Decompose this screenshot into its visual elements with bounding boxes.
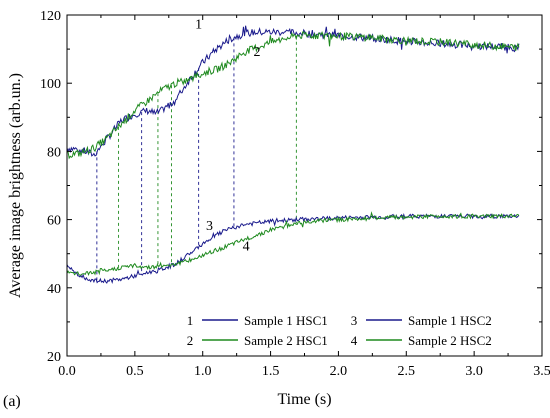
y-axis-title: Average image brightness (arb.un.) — [7, 73, 24, 298]
y-tick-label: 80 — [47, 145, 61, 160]
legend: 1 Sample 1 HSC1 3 Sample 1 HSC2 2 Sample 2 HS… — [187, 313, 492, 348]
series-line-4 — [66, 211, 520, 277]
legend-label-2: Sample 2 HSC1 — [244, 333, 328, 348]
panel-label: (a) — [3, 393, 21, 410]
curve-label-2: 2 — [254, 45, 261, 60]
x-tick-label: 1.0 — [194, 364, 212, 379]
x-tick-label: 0.5 — [126, 364, 144, 379]
plot-frame — [66, 14, 543, 357]
y-tick-label: 40 — [47, 282, 61, 297]
y-tick-label: 60 — [47, 214, 61, 229]
legend-label-1: Sample 1 HSC1 — [244, 313, 328, 328]
y-tick-label: 120 — [40, 9, 61, 24]
legend-number-1: 1 — [187, 313, 194, 328]
x-axis-title: Time (s) — [277, 391, 331, 408]
legend-number-4: 4 — [351, 333, 358, 348]
dashed-marker-group — [96, 35, 297, 281]
series-line-2 — [66, 31, 520, 160]
curve-label-4: 4 — [243, 239, 250, 254]
tick-group: 0.0 0.5 1.0 1.5 2.0 2.5 3.0 3.5 20 40 60 80 100 120 — [40, 9, 550, 379]
curve-label-1: 1 — [195, 18, 202, 33]
x-tick-label: 2.5 — [398, 364, 416, 379]
series-line-1 — [66, 25, 520, 157]
legend-number-2: 2 — [187, 333, 194, 348]
x-tick-label: 3.0 — [465, 364, 483, 379]
y-tick-label: 100 — [40, 77, 61, 92]
series-line-3 — [66, 213, 520, 285]
x-tick-label: 2.0 — [330, 364, 348, 379]
curve-label-3: 3 — [206, 219, 213, 234]
series-group — [66, 25, 520, 285]
x-tick-label: 0.0 — [58, 364, 76, 379]
x-tick-label: 1.5 — [262, 364, 280, 379]
legend-label-4: Sample 2 HSC2 — [408, 333, 492, 348]
x-tick-label: 3.5 — [533, 364, 550, 379]
curve-label-group: 1 2 3 4 — [195, 18, 260, 255]
legend-label-3: Sample 1 HSC2 — [408, 313, 492, 328]
y-tick-label: 20 — [47, 350, 61, 365]
legend-number-3: 3 — [351, 313, 358, 328]
